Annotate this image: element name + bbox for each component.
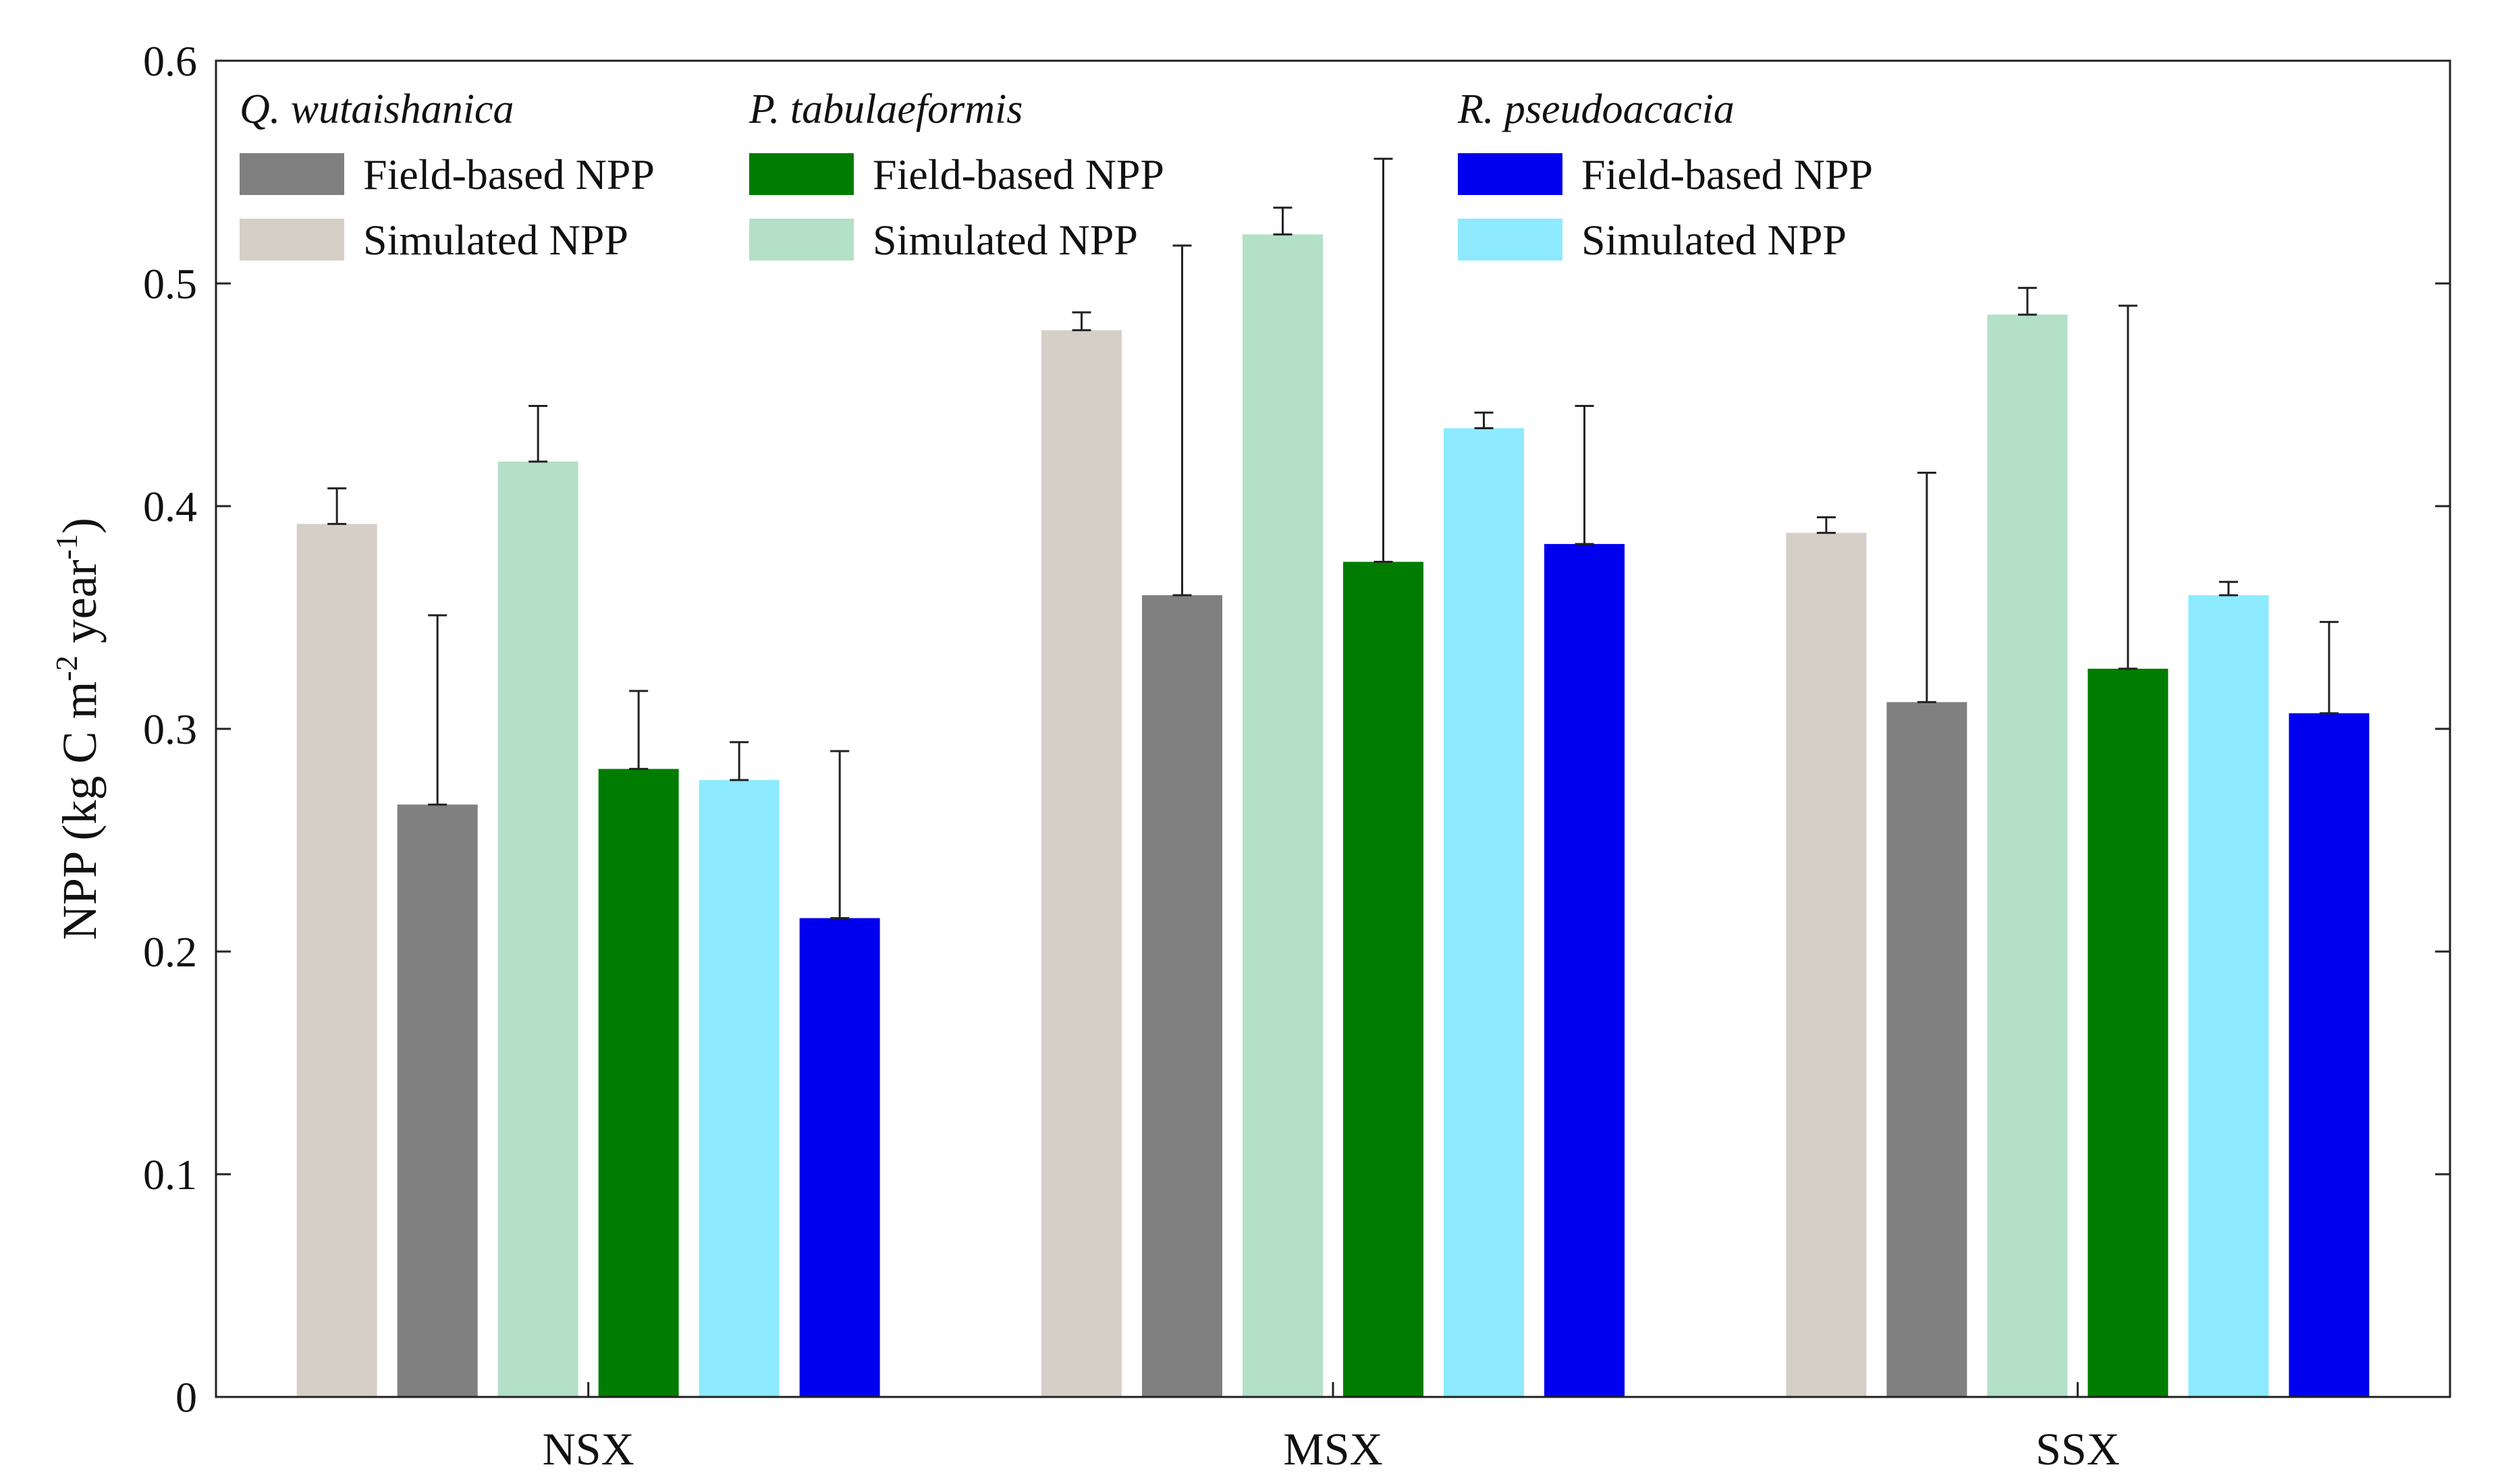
- bar: [2289, 713, 2370, 1397]
- bar: [2188, 595, 2269, 1397]
- legend-entry-label: Field-based NPP: [363, 150, 655, 198]
- x-category-label: NSX: [543, 1423, 634, 1475]
- y-axis-ticks: 0 0.1 0.2 0.3 0.4 0.5 0.6: [143, 37, 2450, 1421]
- y-tick-label: 0.1: [143, 1151, 197, 1199]
- bar: [1243, 234, 1323, 1397]
- y-tick-label: 0.4: [143, 483, 197, 530]
- bar: [397, 804, 478, 1397]
- bar: [1041, 330, 1122, 1397]
- legend-swatch: [240, 153, 344, 195]
- bar: [1343, 561, 1423, 1397]
- legend-group-title: Q. wutaishanica: [240, 86, 514, 132]
- y-axis-label-middle: year: [53, 559, 107, 655]
- y-axis-label-exp2: -1: [49, 534, 84, 559]
- bar: [1987, 314, 2068, 1398]
- legend: Q. wutaishanica Field-based NPP Simulated …: [240, 86, 1873, 264]
- x-category-label: SSX: [2036, 1423, 2120, 1475]
- bar: [1444, 428, 1524, 1397]
- y-axis-label-base: NPP (kg C m: [53, 682, 107, 940]
- y-tick-label: 0.2: [143, 928, 197, 976]
- bars-layer: [296, 234, 2370, 1398]
- x-category-label: MSX: [1283, 1423, 1382, 1475]
- bar: [1544, 544, 1625, 1397]
- legend-swatch: [749, 219, 854, 260]
- legend-group-title: R. pseudoacacia: [1457, 86, 1735, 132]
- x-axis-categories: NSX MSX SSX: [543, 1382, 2120, 1475]
- bar: [1142, 595, 1222, 1397]
- bar: [296, 524, 377, 1397]
- legend-entry-label: Simulated NPP: [1581, 216, 1847, 264]
- y-tick-label: 0.5: [143, 260, 197, 308]
- legend-entry-label: Field-based NPP: [873, 150, 1164, 198]
- legend-swatch: [1458, 153, 1562, 195]
- legend-swatch: [240, 219, 344, 260]
- y-tick-label: 0.6: [143, 37, 197, 85]
- bar: [497, 462, 578, 1397]
- y-axis-label-exp1: -2: [49, 655, 84, 681]
- y-tick-label: 0: [175, 1373, 197, 1421]
- bar: [799, 918, 880, 1397]
- y-axis-label: NPP (kg C m-2 year-1): [49, 518, 107, 940]
- legend-entry-label: Field-based NPP: [1581, 150, 1873, 198]
- legend-entry-label: Simulated NPP: [873, 216, 1138, 264]
- bar: [1886, 702, 1967, 1397]
- bar: [598, 769, 679, 1397]
- legend-swatch: [1458, 219, 1562, 260]
- bar: [1786, 532, 1867, 1397]
- legend-swatch: [749, 153, 854, 195]
- bar: [699, 779, 780, 1397]
- legend-group-title: P. tabulaeformis: [749, 86, 1023, 132]
- legend-entry-label: Simulated NPP: [363, 216, 628, 264]
- y-tick-label: 0.3: [143, 705, 197, 753]
- y-axis-label-end: ): [53, 518, 107, 534]
- bar: [2088, 668, 2169, 1397]
- error-bars-layer: [327, 157, 2339, 919]
